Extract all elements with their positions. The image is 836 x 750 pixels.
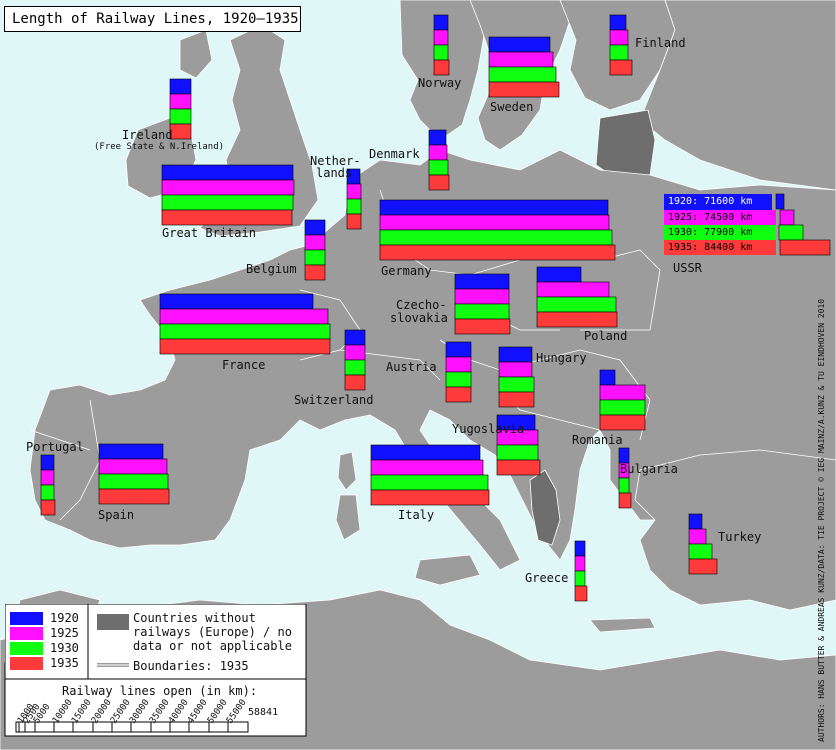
bar-yugoslavia-1935 [496,459,541,476]
ussr-value-1935: 1935: 84400 km [664,240,776,255]
label-turkey: Turkey [718,530,762,544]
bar-belgium-1935 [304,264,326,281]
label-sweden: Sweden [490,100,534,114]
label-norway: Norway [418,76,462,90]
bar-turkey-1935 [688,558,718,575]
label-hungary: Hungary [536,351,587,365]
label-greece: Greece [525,571,569,585]
legend-swatch-1930 [10,642,43,655]
legend-year-1930: 1930 [50,641,79,655]
legend-no-data-text: Countries without railways (Europe) / no… [133,611,292,653]
label-italy: Italy [398,508,435,522]
bar-ireland-1935 [169,123,192,140]
bar-france-1935 [159,338,331,355]
bar-poland-1935 [536,311,618,328]
label-ussr: USSR [673,261,702,275]
bar-finland-1935 [609,59,633,76]
label-ireland-sub: (Free State & N.Ireland) [94,142,225,152]
legend-no-data-swatch [97,614,129,630]
legend-year-1925: 1925 [50,626,79,640]
bar-great-britain-1935 [161,209,293,226]
legend-swatch-1925 [10,627,43,640]
bar-romania-1935 [599,414,646,431]
bar-ussr-1935 [779,239,831,256]
credit-text: AUTHORS: HANS BUTTER & ANDREAS KUNZ/DATA… [817,298,826,742]
label-germany: Germany [381,264,432,278]
ussr-value-1930: 1930: 77900 km [664,225,775,240]
map-title: Length of Railway Lines, 1920–1935 [4,6,301,32]
label-austria: Austria [386,360,437,374]
legend-year-1920: 1920 [50,611,79,625]
legend-boundaries-text: Boundaries: 1935 [133,659,249,673]
label-ireland: Ireland [122,128,173,142]
bar-switzerland-1935 [344,374,366,391]
label-france: France [222,358,266,372]
label-romania: Romania [572,433,623,447]
scale-title: Railway lines open (in km): [62,684,258,698]
label-belgium: Belgium [246,262,297,276]
ussr-value-1925: 1925: 74500 km [664,210,776,225]
label-netherlands-1: Nether- [310,154,361,168]
label-finland: Finland [635,36,686,50]
label-czechoslovakia-2: slovakia [390,311,448,325]
bar-netherlands-1935 [346,213,362,230]
bar-ussr-1920 [775,193,785,210]
label-great-britain: Great Britain [162,226,256,240]
bar-hungary-1935 [498,391,535,408]
bar-norway-1935 [433,59,450,76]
bar-portugal-1935 [40,499,56,516]
legend-year-1935: 1935 [50,656,79,670]
label-czechoslovakia-1: Czecho- [396,298,447,312]
label-bulgaria: Bulgaria [620,462,678,476]
bar-spain-1935 [98,488,170,505]
legend-key [5,604,307,680]
scale-max-label: 58841 [248,707,279,718]
label-portugal: Portugal [26,440,84,454]
bar-austria-1935 [445,386,472,403]
bar-germany-1935 [379,244,616,261]
label-yugoslavia: Yugoslavia [452,422,525,436]
ussr-value-1920: 1920: 71600 km [664,194,772,210]
label-poland: Poland [584,329,628,343]
bar-bulgaria-1935 [618,492,632,509]
label-denmark: Denmark [369,147,420,161]
legend-swatch-1920 [10,612,43,625]
label-netherlands-2: lands [316,166,353,180]
legend-swatch-1935 [10,657,43,670]
label-spain: Spain [98,508,135,522]
bar-czechoslovakia-1935 [454,318,511,335]
bar-denmark-1935 [428,174,450,191]
bar-greece-1935 [574,585,588,602]
bar-sweden-1935 [488,81,560,98]
bar-italy-1935 [370,489,490,506]
label-switzerland: Switzerland [294,393,374,407]
